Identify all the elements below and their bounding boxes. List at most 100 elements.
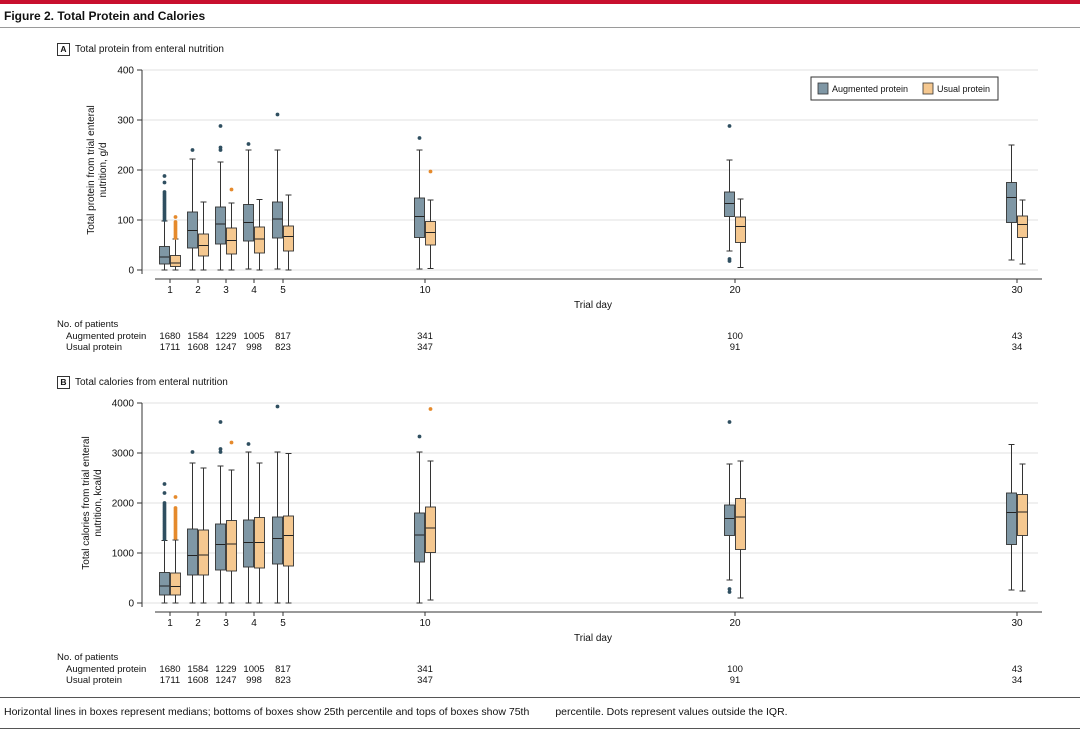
box-augmented-iqr — [724, 504, 735, 536]
caption-divider-bottom — [0, 728, 1080, 729]
panel-b-counts-row-label: Usual protein — [66, 675, 122, 686]
panel-a-count-cell: 1229 — [215, 331, 236, 342]
panel-b-count-cell: 341 — [417, 664, 433, 675]
panel-a-xtick-label: 20 — [729, 285, 741, 296]
panel-a-xtick-label: 3 — [223, 285, 229, 296]
box-usual-iqr — [283, 225, 294, 252]
panel-a-xtick-label: 1 — [167, 285, 173, 296]
panel-a-ytick-label: 400 — [117, 66, 134, 77]
panel-a-count-cell: 1711 — [160, 342, 180, 353]
box-augmented-iqr — [1006, 182, 1017, 223]
panel-b-xtick-label: 3 — [223, 618, 229, 629]
panel-b-count-cell: 34 — [1012, 675, 1023, 686]
box-usual-iqr — [1017, 494, 1028, 536]
legend-box — [810, 76, 999, 101]
box-augmented-iqr — [159, 246, 170, 265]
panel-a-y-axis-label: Total protein from trial enteralnutritio… — [86, 105, 109, 235]
panel-b-counts-row-label: Augmented protein — [66, 664, 146, 675]
outlier-augmented-dot — [162, 174, 167, 178]
box-usual-iqr — [254, 226, 265, 254]
box-usual-iqr — [170, 255, 181, 267]
panel-a-count-cell: 1584 — [187, 331, 208, 342]
caption-part-1: Horizontal lines in boxes represent medi… — [4, 706, 530, 718]
panel-a-ytick-label: 200 — [117, 166, 134, 177]
panel-a-count-cell: 823 — [275, 342, 291, 353]
panel-a-letter: A — [57, 43, 70, 56]
panel-b-ytick-label: 0 — [128, 599, 134, 610]
panel-b-count-cell: 823 — [275, 675, 291, 686]
panel-a-count-cell: 998 — [246, 342, 262, 353]
panel-a-count-cell: 1247 — [215, 342, 236, 353]
outlier-augmented-dot — [417, 434, 422, 439]
outlier-augmented-dot — [162, 180, 167, 185]
outlier-augmented-dot — [218, 420, 223, 424]
outlier-augmented-dot — [218, 447, 223, 451]
panel-b-count-cell: 1680 — [159, 664, 180, 675]
box-usual-iqr — [735, 216, 746, 243]
box-augmented-iqr — [724, 191, 735, 217]
outlier-augmented-dot — [417, 136, 422, 140]
panel-a-xtick-label: 30 — [1011, 285, 1023, 296]
box-usual-iqr — [170, 572, 181, 596]
panel-b-count-cell: 1608 — [187, 675, 208, 686]
outlier-augmented-dot — [162, 482, 167, 486]
panel-a-count-cell: 34 — [1012, 342, 1023, 353]
panel-b-xtick-label: 10 — [419, 618, 431, 629]
figure-title: Figure 2. Total Protein and Calories — [4, 9, 206, 23]
box-usual-iqr — [425, 221, 436, 246]
box-usual-iqr — [283, 515, 294, 567]
panel-b-count-cell: 1584 — [187, 664, 208, 675]
panel-b-ytick-label: 3000 — [112, 449, 135, 460]
box-augmented-iqr — [272, 516, 283, 565]
panel-a-xtick-label: 2 — [195, 285, 201, 296]
panel-b-xtick-label: 1 — [167, 618, 173, 629]
outlier-augmented-dot — [246, 142, 251, 146]
panel-a-title: Total protein from enteral nutrition — [75, 44, 224, 55]
box-augmented-iqr — [215, 206, 226, 245]
panel-b-xtick-label: 5 — [280, 618, 286, 629]
outlier-usual-dot — [428, 169, 433, 174]
box-usual-iqr — [735, 498, 746, 550]
caption-divider-top — [0, 697, 1080, 698]
box-augmented-iqr — [414, 197, 425, 238]
panel-b-count-cell: 998 — [246, 675, 262, 686]
box-augmented-iqr — [187, 528, 198, 576]
panel-b-count-cell: 1711 — [160, 675, 180, 686]
outlier-augmented-dot — [727, 124, 732, 128]
outlier-usual-dot — [229, 440, 234, 445]
panel-a-xtick-label: 5 — [280, 285, 286, 296]
panel-b-header: B Total calories from enteral nutrition — [57, 376, 228, 389]
panel-a-ytick-label: 0 — [128, 266, 134, 277]
outlier-augmented-dot — [190, 450, 195, 454]
panel-b-letter: B — [57, 376, 70, 389]
panel-b-counts-header: No. of patients — [57, 652, 119, 663]
box-usual-iqr — [198, 529, 209, 576]
box-augmented-iqr — [272, 201, 283, 239]
panel-b-count-cell: 1247 — [215, 675, 236, 686]
outlier-augmented-dot — [727, 590, 732, 594]
panel-b-ytick-label: 1000 — [112, 549, 135, 560]
legend-swatch-usual — [922, 82, 934, 95]
outlier-augmented-dot — [218, 145, 223, 150]
panel-a-ytick-label: 300 — [117, 116, 134, 127]
panel-a-counts-row-label: Usual protein — [66, 342, 122, 353]
outlier-augmented-dot — [218, 450, 223, 454]
panel-a-count-cell: 347 — [417, 342, 433, 353]
panel-a-count-cell: 91 — [730, 342, 741, 353]
panel-a-xtick-label: 10 — [419, 285, 431, 296]
panel-b-x-axis-label: Trial day — [574, 633, 612, 644]
outlier-augmented-dot — [218, 124, 223, 128]
panel-b-y-axis-label: Total calories from trial enteralnutriti… — [81, 436, 104, 569]
figure-caption: Horizontal lines in boxes represent medi… — [4, 706, 788, 718]
box-usual-iqr — [226, 520, 237, 572]
panel-a-header: A Total protein from enteral nutrition — [57, 43, 224, 56]
outlier-augmented-dot — [275, 112, 280, 117]
caption-part-2: percentile. Dots represent values outsid… — [555, 706, 788, 718]
outlier-augmented-dot — [727, 420, 732, 424]
panel-b-count-cell: 347 — [417, 675, 433, 686]
box-augmented-iqr — [243, 519, 254, 568]
outlier-usual-dot — [173, 506, 178, 510]
panel-b-title: Total calories from enteral nutrition — [75, 377, 228, 388]
panel-a-counts-header: No. of patients — [57, 319, 119, 330]
panel-a-x-axis-label: Trial day — [574, 300, 612, 311]
